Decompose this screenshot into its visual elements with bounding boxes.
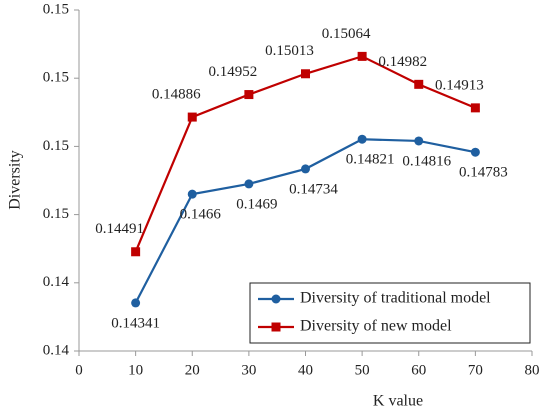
x-tick-label: 0 [75,362,83,378]
data-label: 0.14886 [152,87,201,103]
marker [414,79,424,89]
x-tick-label: 10 [128,362,143,378]
data-label: 0.15013 [265,43,314,59]
data-label: 0.14341 [111,315,160,331]
data-label: 0.15064 [322,26,371,42]
x-tick-label: 70 [468,362,483,378]
data-label: 0.14491 [95,221,144,237]
x-axis-title: K value [373,393,423,410]
y-tick-label: 0.15 [43,138,69,154]
legend-label: Diversity of traditional model [300,290,491,307]
data-label: 0.14913 [435,77,484,93]
marker [244,179,254,189]
data-label: 0.14821 [346,152,395,168]
marker [357,51,367,61]
marker [470,147,480,157]
y-tick-label: 0.14 [43,274,70,290]
y-tick-label: 0.15 [43,70,69,86]
data-label: 0.1466 [180,207,222,223]
legend-marker [271,294,281,304]
legend-label: Diversity of new model [300,318,452,335]
x-tick-label: 20 [185,362,200,378]
data-label: 0.14982 [378,54,427,70]
marker [187,189,197,199]
data-label: 0.14783 [459,165,508,181]
y-axis-title: Diversity [7,150,24,210]
marker [357,134,367,144]
x-tick-label: 50 [355,362,370,378]
x-tick-label: 40 [298,362,313,378]
x-tick-label: 30 [241,362,256,378]
y-tick-label: 0.14 [43,342,70,358]
marker [301,164,310,174]
marker [301,69,310,79]
marker [470,103,480,113]
data-label: 0.14952 [209,64,258,80]
legend-box [249,282,531,344]
marker [131,298,141,308]
x-tick-label: 80 [525,362,540,378]
marker [244,90,254,100]
y-tick-label: 0.15 [43,206,69,222]
marker [187,112,197,122]
marker [414,136,424,146]
marker [131,247,141,257]
data-label: 0.14734 [289,181,338,197]
y-tick-label: 0.15 [43,1,69,17]
x-tick-label: 60 [411,362,426,378]
data-label: 0.14816 [402,153,451,169]
data-label: 0.1469 [236,196,277,212]
legend-marker [271,322,281,332]
